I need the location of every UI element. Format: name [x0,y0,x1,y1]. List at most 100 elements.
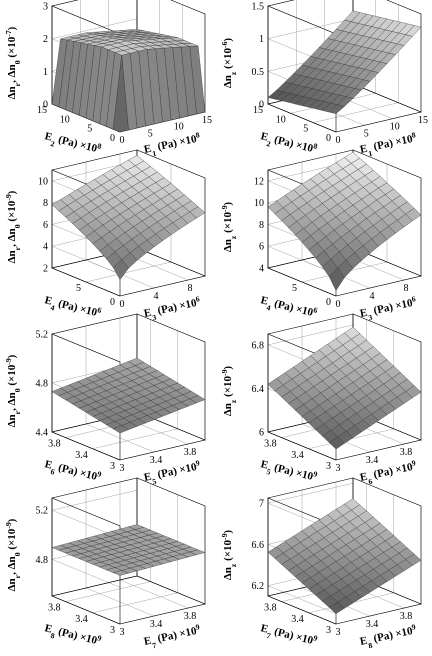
y-tick-label: 3.8 [264,439,277,450]
x-tick-label: 3.8 [184,447,197,458]
z-axis-label: Δnz (×10-9) [220,366,238,417]
z-tick-label: 0 [259,100,264,111]
z-tick-label: 6.4 [252,384,265,395]
surface-cell [328,104,345,114]
surface-mesh [51,357,206,434]
x-tick-label: 0 [120,299,125,310]
y-tick-label: 3.8 [264,603,277,614]
x-tick-label: 8 [404,283,409,294]
z-tick-label: 8 [43,198,48,209]
z-tick-label: 6.6 [252,540,265,551]
tick-labels: 33.43.833.43.84.44.85.2 [36,330,197,475]
x-tick-label: 0 [336,299,341,310]
z-tick-label: 6.8 [252,340,265,351]
z-axis-label: Δnr, Δnθ (×10-9) [4,518,22,591]
surface-mesh [51,155,206,281]
z-tick-label: 4 [259,264,264,275]
x-tick-label: 5 [148,128,153,139]
y-axis-label: E2 (Pa) ×108 [259,128,319,159]
z-tick-label: 4.8 [36,555,49,566]
z-tick-label: 6 [43,220,48,231]
surface-mesh [267,151,422,291]
z-tick-label: 0.5 [252,67,265,78]
y-tick-label: 3.4 [291,614,304,625]
z-tick-label: 12 [254,176,264,187]
z-tick-label: 6 [259,242,264,253]
surface-cell [328,601,345,614]
tick-labels: 3 3.4 3.8 3 3.4 3.8 6.2 6.6 7 [252,499,413,638]
x-tick-label: 15 [202,115,212,126]
x-tick-label: 4 [370,291,375,302]
y-axis-label: E6 (Pa) ×109 [43,456,103,487]
x-tick-label: 3 [336,627,341,638]
z-tick-label: 10 [38,176,48,187]
y-tick-label: 3 [110,461,115,472]
surface-cell [113,55,129,133]
x-tick-label: 3 [120,627,125,638]
y-tick-label: 0 [326,297,331,308]
z-axis-label: Δnz (×10-9) [220,202,238,253]
y-axis-label: E7 (Pa) ×109 [259,620,319,651]
chart-panel-4: 0 4 8 0 5 4 6 8 10 12 E3 (Pa) ×106 E4 (Pa) ×106 Δnz … [220,149,422,322]
z-tick-label: 1 [259,34,264,45]
x-tick-label: 3 [120,463,125,474]
x-tick-label: 3.8 [400,447,413,458]
z-axis-label: Δnr, Δnθ (×10-9) [4,354,22,427]
surface-mesh [267,326,422,450]
z-tick-label: 6.2 [252,581,265,592]
z-tick-label: 1 [43,67,48,78]
x-tick-label: 3.8 [184,611,197,622]
x-tick-label: 10 [174,122,184,133]
surface-cell [112,425,129,434]
x-axis-label: E3 (Pa) ×106 [142,294,202,324]
z-tick-label: 4.4 [36,428,49,439]
x-tick-label: 8 [188,283,193,294]
z-tick-label: 5.2 [36,506,49,517]
x-tick-label: 3.4 [366,455,379,466]
z-axis-label: Δnz (×10-9) [220,530,238,581]
surface-mesh [51,29,206,133]
x-tick-label: 3.8 [400,611,413,622]
y-tick-label: 10 [276,114,286,125]
x-tick-label: 10 [390,122,400,133]
z-tick-label: 4 [43,242,48,253]
y-tick-label: 0 [110,133,115,144]
y-axis-label: E5 (Pa) ×109 [259,456,319,487]
z-tick-label: 2 [43,264,48,275]
x-tick-label: 15 [418,115,428,126]
z-tick-label: 6 [259,428,264,439]
x-tick-label: 3.4 [150,619,163,630]
y-axis-label: E8 (Pa) ×109 [43,620,103,651]
z-tick-label: 8 [259,220,264,231]
z-axis-label: Δnr, Δnθ (×10-7) [4,26,22,99]
chart-panel-3: 0 4 8 0 5 2 4 6 8 10 E3 (Pa) ×106 E4 (Pa) ×106 Δnr, … [4,149,206,324]
tick-labels: 33.43.833.43.866.46.8 [252,340,413,474]
y-tick-label: 5 [303,124,308,135]
y-tick-label: 3 [110,625,115,636]
y-tick-label: 10 [60,114,70,125]
z-axis-label: Δnz (×10-6) [220,38,238,89]
z-tick-label: 1.5 [252,2,265,13]
y-tick-label: 5 [87,124,92,135]
z-tick-label: 10 [254,198,264,209]
tick-labels: 0 4 8 0 5 4 6 8 10 12 [254,176,409,310]
z-tick-label: 4.8 [36,379,49,390]
y-tick-label: 0 [326,133,331,144]
surface-mesh [267,498,422,614]
y-tick-label: 5 [292,283,297,294]
tick-labels: 0 4 8 0 5 2 4 6 8 10 [38,176,193,310]
surface-cell [112,570,130,576]
x-tick-label: 3 [336,463,341,474]
surface-cell [328,436,345,450]
y-axis-label: E4 (Pa) ×106 [43,292,103,323]
y-tick-label: 15 [253,105,263,116]
x-tick-label: 0 [336,135,341,146]
